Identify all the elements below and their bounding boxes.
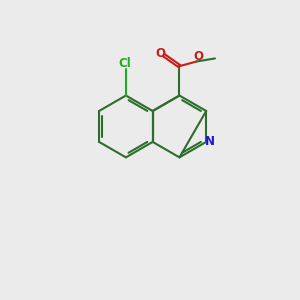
Text: O: O: [193, 50, 203, 63]
Text: O: O: [155, 47, 166, 60]
Text: Cl: Cl: [118, 57, 131, 70]
Text: N: N: [205, 135, 215, 148]
